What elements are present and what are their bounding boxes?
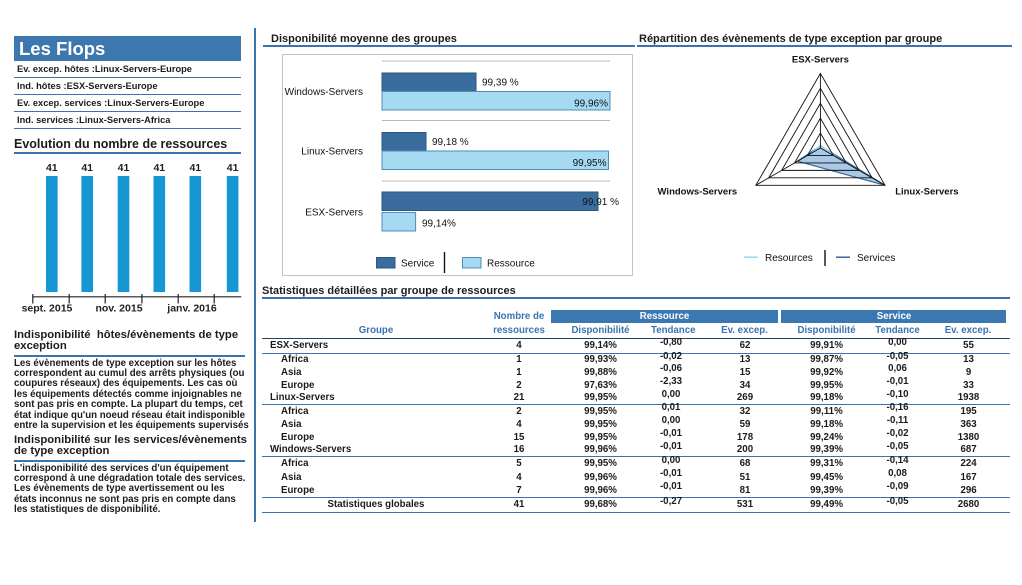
svg-text:Windows-Servers: Windows-Servers [285, 87, 363, 98]
svg-text:Resources: Resources [765, 253, 813, 264]
svg-text:Linux-Servers: Linux-Servers [895, 186, 958, 197]
svg-text:sept. 2015: sept. 2015 [22, 302, 73, 314]
svg-text:99,18 %: 99,18 % [432, 137, 469, 148]
svg-text:99,39 %: 99,39 % [482, 77, 519, 88]
svg-text:41: 41 [227, 162, 239, 174]
svg-text:99,95%: 99,95% [573, 158, 607, 169]
svg-text:41: 41 [118, 162, 130, 174]
svg-text:41: 41 [189, 162, 201, 174]
svg-text:41: 41 [46, 162, 58, 174]
svg-text:41: 41 [153, 162, 165, 174]
svg-text:Windows-Servers: Windows-Servers [658, 186, 738, 197]
svg-text:99,14%: 99,14% [422, 218, 456, 229]
svg-text:Linux-Servers: Linux-Servers [301, 146, 363, 157]
svg-text:99,91 %: 99,91 % [582, 197, 619, 208]
svg-text:99,96%: 99,96% [574, 98, 608, 109]
svg-text:janv. 2016: janv. 2016 [166, 302, 217, 314]
svg-text:41: 41 [81, 162, 93, 174]
svg-text:nov. 2015: nov. 2015 [95, 302, 142, 314]
svg-text:Services: Services [857, 253, 895, 264]
svg-text:ESX-Servers: ESX-Servers [305, 207, 363, 218]
svg-text:Service: Service [401, 258, 435, 269]
svg-text:Ressource: Ressource [487, 258, 535, 269]
svg-text:ESX-Servers: ESX-Servers [792, 54, 849, 65]
